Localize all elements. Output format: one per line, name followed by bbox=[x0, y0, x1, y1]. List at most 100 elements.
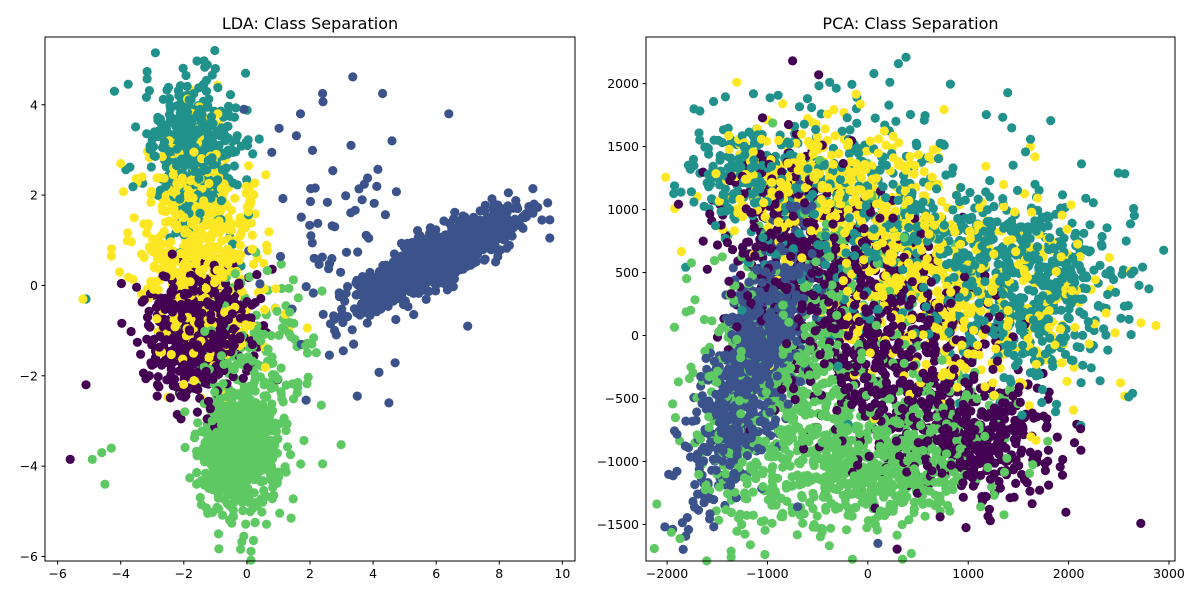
lda-point-class-0 bbox=[146, 358, 155, 367]
lda-point-class-0 bbox=[138, 297, 147, 306]
lda-point-class-1 bbox=[439, 279, 448, 288]
lda-x-tick-label: 10 bbox=[554, 566, 570, 581]
lda-point-class-2 bbox=[226, 90, 235, 99]
lda-point-class-4 bbox=[200, 249, 209, 258]
lda-point-class-2 bbox=[229, 178, 238, 187]
lda-point-class-1 bbox=[491, 257, 500, 266]
lda-point-class-2 bbox=[151, 48, 160, 57]
lda-point-class-1 bbox=[458, 239, 467, 248]
lda-point-class-1 bbox=[424, 287, 433, 296]
lda-point-class-2 bbox=[160, 138, 169, 147]
lda-point-class-3 bbox=[318, 459, 327, 468]
lda-point-class-4 bbox=[244, 161, 253, 170]
lda-point-class-3 bbox=[181, 443, 190, 452]
lda-point-class-2 bbox=[213, 83, 222, 92]
lda-point-class-1 bbox=[545, 233, 554, 242]
lda-point-class-1 bbox=[255, 279, 264, 288]
lda-x-tick-label: 2 bbox=[306, 566, 314, 581]
lda-point-class-4 bbox=[119, 187, 128, 196]
lda-point-class-3 bbox=[214, 544, 223, 553]
lda-point-class-0 bbox=[144, 321, 153, 330]
lda-point-class-1 bbox=[341, 191, 350, 200]
lda-point-class-4 bbox=[179, 260, 188, 269]
pca-point-class-2 bbox=[884, 101, 893, 110]
lda-point-class-4 bbox=[179, 213, 188, 222]
lda-point-class-2 bbox=[185, 95, 194, 104]
pca-point-class-3 bbox=[760, 550, 769, 559]
lda-point-class-4 bbox=[161, 207, 170, 216]
lda-point-class-4 bbox=[168, 187, 177, 196]
lda-point-class-0 bbox=[136, 350, 145, 359]
lda-point-class-3 bbox=[219, 360, 228, 369]
lda-point-class-0 bbox=[206, 310, 215, 319]
lda-point-class-2 bbox=[131, 122, 140, 131]
lda-point-class-1 bbox=[318, 253, 327, 262]
pca-point-class-3 bbox=[746, 540, 755, 549]
pca-point-class-2 bbox=[894, 59, 903, 68]
lda-point-class-0 bbox=[143, 313, 152, 322]
lda-point-class-1 bbox=[349, 340, 358, 349]
lda-point-class-0 bbox=[170, 375, 179, 384]
lda-x-tick-label: −4 bbox=[111, 566, 129, 581]
lda-point-class-4 bbox=[180, 251, 189, 260]
lda-point-class-3 bbox=[217, 404, 226, 413]
lda-point-class-0 bbox=[228, 309, 237, 318]
pca-point-class-3 bbox=[898, 555, 907, 564]
lda-point-class-4 bbox=[264, 227, 273, 236]
lda-point-class-3 bbox=[263, 427, 272, 436]
lda-point-class-2 bbox=[146, 141, 155, 150]
lda-point-class-3 bbox=[88, 455, 97, 464]
lda-point-class-4 bbox=[246, 194, 255, 203]
lda-point-class-3 bbox=[240, 416, 249, 425]
lda-point-class-0 bbox=[168, 358, 177, 367]
lda-point-class-0 bbox=[180, 291, 189, 300]
lda-point-class-2 bbox=[213, 175, 222, 184]
lda-point-class-3 bbox=[257, 477, 266, 486]
lda-point-class-1 bbox=[445, 219, 454, 228]
lda-point-class-1 bbox=[336, 268, 345, 277]
lda-point-class-4 bbox=[165, 240, 174, 249]
lda-point-class-0 bbox=[208, 302, 217, 311]
lda-point-class-3 bbox=[233, 391, 242, 400]
lda-point-class-1 bbox=[528, 184, 537, 193]
lda-point-class-4 bbox=[143, 222, 152, 231]
pca-point-class-2 bbox=[1096, 376, 1105, 385]
lda-point-class-1 bbox=[305, 221, 314, 230]
lda-point-class-4 bbox=[250, 179, 259, 188]
lda-point-class-0 bbox=[158, 301, 167, 310]
pca-point-class-2 bbox=[749, 89, 758, 98]
lda-point-class-3 bbox=[190, 433, 199, 442]
lda-point-class-0 bbox=[117, 319, 126, 328]
lda-point-class-0 bbox=[154, 372, 163, 381]
lda-point-class-4 bbox=[152, 314, 161, 323]
lda-point-class-3 bbox=[210, 387, 219, 396]
lda-point-class-1 bbox=[278, 194, 287, 203]
lda-point-class-0 bbox=[202, 367, 211, 376]
lda-point-class-4 bbox=[169, 218, 178, 227]
lda-point-class-4 bbox=[171, 322, 180, 331]
lda-title: LDA: Class Separation bbox=[222, 14, 398, 33]
lda-point-class-2 bbox=[194, 83, 203, 92]
lda-point-class-1 bbox=[420, 242, 429, 251]
lda-point-class-2 bbox=[175, 135, 184, 144]
lda-point-class-1 bbox=[480, 256, 489, 265]
lda-point-class-3 bbox=[239, 461, 248, 470]
lda-point-class-1 bbox=[526, 205, 535, 214]
lda-point-class-2 bbox=[248, 149, 257, 158]
lda-y-tick-label: −6 bbox=[20, 549, 38, 564]
lda-point-class-2 bbox=[145, 86, 154, 95]
lda-point-class-2 bbox=[183, 82, 192, 91]
lda-y-tick-label: 4 bbox=[30, 97, 38, 112]
lda-point-class-2 bbox=[159, 95, 168, 104]
lda-point-class-0 bbox=[81, 380, 90, 389]
lda-point-class-1 bbox=[372, 182, 381, 191]
lda-point-class-1 bbox=[484, 217, 493, 226]
lda-point-class-3 bbox=[317, 401, 326, 410]
lda-point-class-3 bbox=[265, 410, 274, 419]
lda-point-class-3 bbox=[238, 441, 247, 450]
lda-point-class-1 bbox=[498, 204, 507, 213]
lda-point-class-2 bbox=[194, 174, 203, 183]
lda-point-class-4 bbox=[236, 231, 245, 240]
lda-point-class-4 bbox=[137, 250, 146, 259]
lda-point-class-2 bbox=[198, 120, 207, 129]
